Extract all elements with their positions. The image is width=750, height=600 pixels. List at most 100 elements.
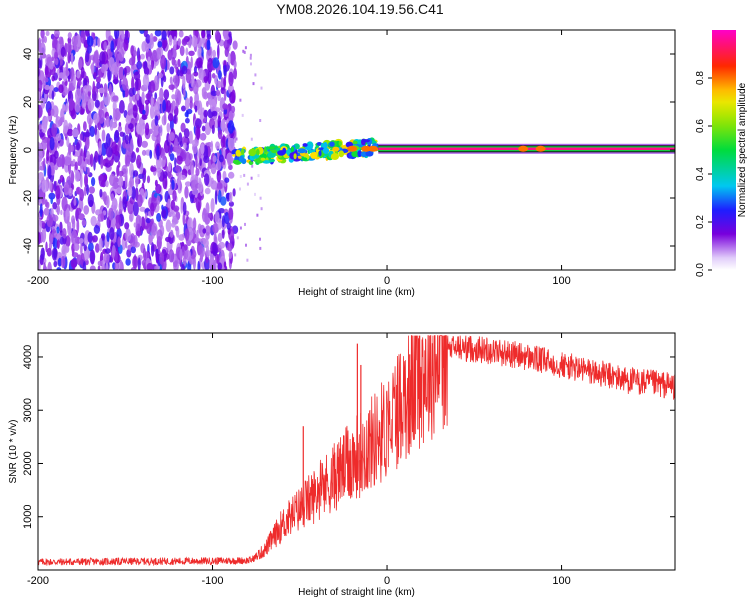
noise-blob — [223, 261, 227, 268]
noise-blob — [150, 166, 157, 172]
snr-frame — [37, 332, 676, 571]
noise-blob — [83, 163, 87, 172]
noise-blob — [97, 260, 103, 267]
noise-blob — [116, 187, 122, 195]
noise-blob — [90, 215, 97, 227]
noise-blob — [52, 214, 59, 222]
noise-blob — [179, 45, 185, 57]
noise-blob — [47, 109, 52, 117]
noise-blob — [232, 40, 238, 50]
noise-blob — [46, 247, 52, 257]
noise-blob — [190, 179, 196, 191]
noise-blob — [215, 89, 221, 97]
noise-blob — [214, 190, 218, 205]
noise-blob — [222, 134, 226, 150]
noise-blob — [135, 230, 142, 237]
noise-blob — [156, 47, 162, 60]
noise-blob — [55, 133, 62, 141]
noise-blob — [125, 228, 131, 242]
noise-blob — [212, 242, 218, 257]
noise-blob — [173, 115, 177, 124]
noise-blob — [97, 265, 101, 270]
noise-blob — [194, 104, 198, 113]
noise-blob — [204, 187, 211, 195]
noise-blob — [80, 242, 83, 257]
noise-blob — [203, 109, 208, 118]
tone-blob — [271, 149, 278, 154]
noise-blob — [206, 39, 211, 51]
noise-blob — [65, 61, 69, 76]
noise-blob — [50, 234, 54, 244]
noise-blob — [74, 161, 78, 171]
noise-blob — [193, 71, 199, 77]
noise-blob — [185, 250, 192, 261]
noise-blob — [117, 125, 122, 132]
noise-dot — [257, 174, 260, 178]
noise-blob — [197, 260, 200, 270]
noise-blob — [182, 201, 187, 216]
noise-blob — [141, 91, 145, 105]
noise-blob — [154, 115, 159, 126]
noise-blob — [100, 233, 106, 241]
noise-blob — [79, 238, 84, 244]
noise-blob — [218, 70, 222, 80]
noise-blob — [93, 72, 97, 79]
noise-blob — [112, 107, 116, 122]
noise-blob — [190, 56, 193, 68]
noise-blob — [156, 195, 161, 205]
noise-blob — [216, 170, 222, 183]
noise-blob — [76, 142, 81, 151]
tone-blob — [316, 142, 322, 146]
noise-blob — [182, 212, 186, 226]
noise-blob — [185, 117, 190, 124]
noise-blob — [174, 157, 177, 168]
noise-blob — [228, 31, 232, 38]
noise-blob — [80, 30, 86, 44]
noise-blob — [218, 154, 224, 163]
noise-blob — [201, 125, 206, 132]
noise-blob — [114, 261, 120, 270]
snr-ylabel: SNR (10 * v/v) — [8, 420, 19, 484]
noise-blob — [184, 186, 189, 199]
noise-blob — [222, 146, 226, 159]
noise-blob — [52, 202, 58, 210]
noise-blob — [87, 231, 93, 244]
noise-blob — [75, 88, 82, 104]
noise-blob — [161, 30, 167, 41]
noise-blob — [52, 237, 58, 250]
noise-blob — [114, 250, 118, 263]
noise-blob — [206, 100, 209, 107]
noise-blob — [153, 50, 157, 59]
tone-blob — [309, 149, 313, 154]
noise-blob — [223, 64, 227, 77]
noise-blob — [169, 153, 175, 162]
noise-dot — [250, 62, 252, 66]
tone-blob — [362, 139, 371, 143]
noise-blob — [127, 186, 133, 197]
noise-blob — [53, 180, 57, 192]
noise-blob — [210, 198, 215, 213]
noise-blob — [136, 154, 142, 169]
tone-blob — [297, 148, 307, 154]
noise-blob — [55, 185, 61, 200]
noise-blob — [221, 229, 225, 239]
noise-blob — [79, 133, 83, 141]
noise-blob — [170, 144, 173, 154]
noise-blob — [202, 246, 205, 257]
noise-blob — [193, 66, 197, 74]
noise-blob — [53, 248, 58, 260]
noise-blob — [173, 205, 180, 212]
noise-blob — [47, 165, 52, 180]
tone-blob — [232, 159, 240, 165]
noise-blob — [215, 80, 222, 89]
noise-blob — [125, 30, 129, 41]
noise-blob — [56, 226, 60, 234]
noise-blob — [76, 70, 81, 79]
noise-blob — [89, 126, 96, 137]
x-tick-label: 0 — [384, 575, 390, 587]
noise-blob — [149, 128, 153, 135]
noise-blob — [66, 136, 70, 148]
noise-blob — [169, 229, 174, 238]
noise-blob — [45, 54, 53, 68]
noise-blob — [65, 156, 72, 164]
